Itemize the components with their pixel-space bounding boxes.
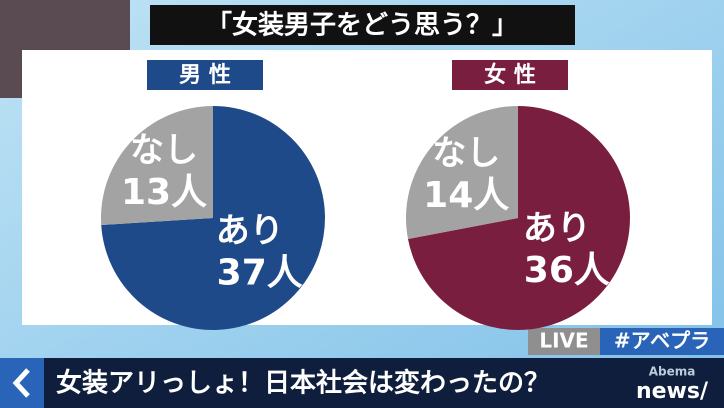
title-bar [150, 5, 575, 45]
slice-value: 14人 [423, 175, 509, 216]
pie-slice [101, 106, 213, 226]
slice-value: 13人 [121, 172, 207, 213]
live-tag [528, 328, 600, 355]
logo-bottom: news/ [636, 379, 709, 404]
pie-title-box [147, 60, 263, 90]
slice-label: あり [523, 209, 591, 249]
slice-label: なし [130, 130, 198, 170]
pie-slice [101, 106, 326, 330]
headline: 女装アリっしょ！日本社会は変わったの？ [56, 368, 550, 399]
pie-slice [406, 106, 518, 239]
live-text: LIVE [539, 329, 588, 353]
back-arrow [12, 368, 30, 398]
pie-title: 女 性 [484, 62, 536, 88]
logo-top: Abema [649, 365, 696, 379]
pie-slice [407, 106, 630, 330]
slice-value: 37人 [217, 253, 303, 294]
hashtag-tag [600, 328, 724, 355]
slice-value: 36人 [524, 250, 610, 291]
hashtag-text: #アベプラ [614, 329, 710, 353]
pie-title: 男 性 [179, 63, 231, 88]
banner [0, 358, 724, 408]
slice-label: あり [216, 211, 284, 251]
slice-label: なし [432, 134, 500, 174]
title: 「女装男子をどう思う？」 [206, 10, 518, 41]
pie-title-box [452, 60, 568, 90]
back-button[interactable] [0, 358, 44, 408]
